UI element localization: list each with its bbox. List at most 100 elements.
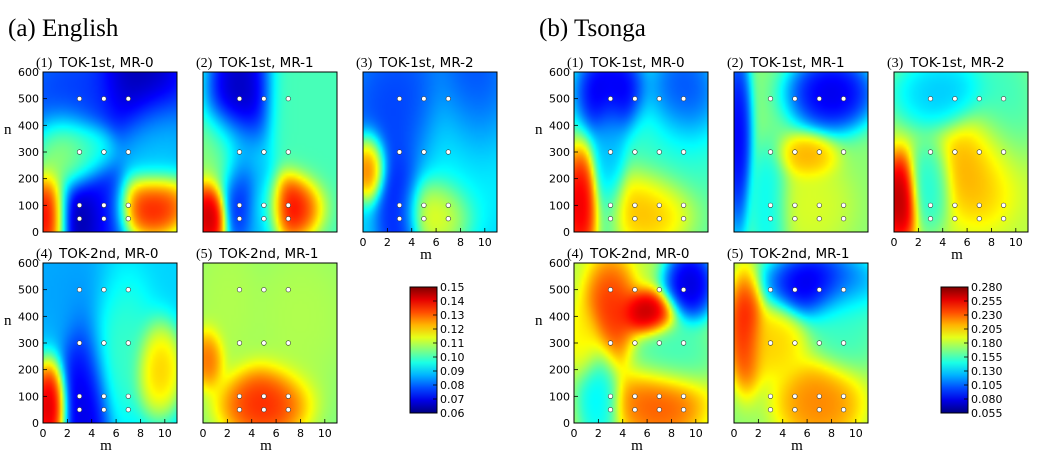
y-tick-label: 0 bbox=[563, 226, 570, 239]
data-point bbox=[816, 149, 822, 155]
data-point bbox=[445, 149, 451, 155]
data-point bbox=[285, 202, 291, 208]
data-point bbox=[261, 393, 267, 399]
heatmap-image bbox=[43, 263, 177, 423]
heatmap-image bbox=[574, 263, 708, 423]
data-point bbox=[632, 216, 638, 222]
panel-number: (1) bbox=[36, 56, 53, 71]
data-point bbox=[285, 407, 291, 413]
colorbar-tick-label: 0.13 bbox=[440, 309, 465, 322]
heatmap-panel: (5) TOK-2nd, MR-1 0 2 4 6 8 10 m bbox=[727, 246, 869, 454]
colorbar-tick-label: 0.12 bbox=[440, 323, 465, 336]
data-point bbox=[816, 287, 822, 293]
data-point bbox=[816, 340, 822, 346]
data-point bbox=[607, 96, 614, 102]
x-tick-label: 0 bbox=[200, 427, 207, 440]
y-tick-label: 0 bbox=[32, 417, 39, 430]
data-point bbox=[632, 340, 638, 346]
panel-title: TOK-2nd, MR-1 bbox=[218, 246, 318, 262]
x-axis-label: m bbox=[631, 438, 643, 454]
data-point bbox=[927, 149, 934, 155]
y-tick-label: 600 bbox=[549, 257, 570, 270]
data-point bbox=[285, 149, 291, 155]
x-tick-label: 4 bbox=[408, 236, 415, 249]
data-point bbox=[101, 340, 107, 346]
data-point bbox=[236, 149, 243, 155]
data-point bbox=[125, 393, 131, 399]
x-tick-label: 10 bbox=[689, 427, 703, 440]
data-point bbox=[445, 216, 451, 222]
data-point bbox=[1000, 96, 1007, 102]
data-point bbox=[656, 216, 662, 222]
x-tick-label: 4 bbox=[779, 427, 786, 440]
data-point bbox=[76, 287, 83, 293]
data-point bbox=[840, 340, 847, 346]
panel-frame bbox=[893, 71, 1029, 233]
y-axis-label: n bbox=[4, 122, 12, 138]
colorbar-tick-label: 0.09 bbox=[440, 365, 465, 378]
heatmap-image bbox=[574, 72, 708, 232]
data-point bbox=[976, 149, 982, 155]
x-tick-label: 4 bbox=[248, 427, 255, 440]
data-point bbox=[285, 96, 291, 102]
data-point bbox=[261, 149, 267, 155]
data-point bbox=[285, 340, 291, 346]
panel-title: TOK-1st, MR-1 bbox=[749, 55, 845, 71]
panel-title: TOK-1st, MR-1 bbox=[218, 55, 314, 71]
data-point bbox=[396, 216, 403, 222]
data-point bbox=[607, 393, 614, 399]
data-point bbox=[1000, 202, 1007, 208]
y-tick-label: 200 bbox=[549, 173, 570, 186]
x-tick-label: 8 bbox=[457, 236, 464, 249]
data-point bbox=[767, 149, 774, 155]
data-point bbox=[1000, 216, 1007, 222]
data-point bbox=[680, 340, 687, 346]
panel-number: (4) bbox=[567, 247, 584, 262]
y-tick-label: 200 bbox=[18, 173, 39, 186]
data-point bbox=[767, 287, 774, 293]
group-title: (a) English bbox=[8, 15, 119, 42]
data-point bbox=[101, 216, 107, 222]
data-point bbox=[261, 96, 267, 102]
colorbar: 0.2800.2550.2300.2050.1800.1550.1300.105… bbox=[940, 281, 1003, 420]
y-tick-label: 500 bbox=[549, 284, 570, 297]
data-point bbox=[396, 96, 403, 102]
x-tick-label: 8 bbox=[297, 427, 304, 440]
colorbar-tick-label: 0.105 bbox=[971, 379, 1003, 392]
data-point bbox=[285, 287, 291, 293]
colorbar-tick-label: 0.205 bbox=[971, 323, 1003, 336]
data-point bbox=[767, 340, 774, 346]
panel-number: (3) bbox=[887, 56, 904, 71]
y-tick-label: 600 bbox=[18, 66, 39, 79]
y-tick-label: 0 bbox=[563, 417, 570, 430]
y-tick-label: 600 bbox=[18, 257, 39, 270]
heatmap-panel: (2) TOK-1st, MR-1 bbox=[727, 55, 869, 233]
data-point bbox=[656, 202, 662, 208]
x-tick-label: 8 bbox=[988, 236, 995, 249]
data-point bbox=[396, 202, 403, 208]
data-point bbox=[261, 216, 267, 222]
heatmap-panel: (3) TOK-1st, MR-2 0 2 4 6 8 10 m bbox=[356, 55, 498, 263]
data-point bbox=[236, 96, 243, 102]
data-point bbox=[76, 202, 83, 208]
data-point bbox=[656, 340, 662, 346]
data-point bbox=[607, 340, 614, 346]
x-tick-label: 4 bbox=[619, 427, 626, 440]
y-tick-label: 200 bbox=[18, 364, 39, 377]
x-tick-label: 0 bbox=[891, 236, 898, 249]
colorbar: 0.150.140.130.120.110.100.090.080.070.06 bbox=[409, 281, 465, 420]
x-tick-label: 8 bbox=[828, 427, 835, 440]
data-point bbox=[125, 202, 131, 208]
data-point bbox=[261, 287, 267, 293]
data-point bbox=[236, 393, 243, 399]
panel-frame bbox=[202, 262, 338, 424]
heatmap-image bbox=[734, 72, 868, 232]
data-point bbox=[101, 202, 107, 208]
x-tick-label: 10 bbox=[318, 427, 332, 440]
y-tick-label: 400 bbox=[18, 310, 39, 323]
data-point bbox=[445, 96, 451, 102]
data-point bbox=[767, 407, 774, 413]
x-axis-label: m bbox=[791, 438, 803, 454]
data-point bbox=[101, 407, 107, 413]
data-point bbox=[656, 149, 662, 155]
